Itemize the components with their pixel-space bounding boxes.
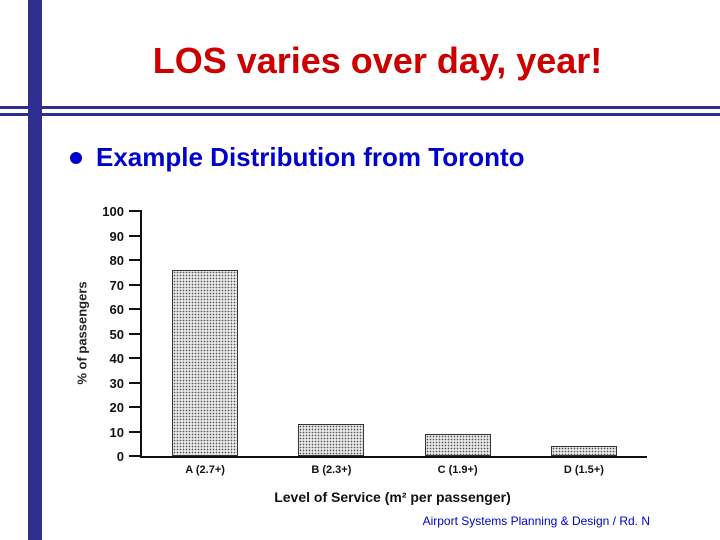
y-axis-tick: [129, 283, 142, 286]
y-axis-tick: [129, 308, 142, 310]
y-axis-tick: [129, 381, 142, 384]
y-axis-tick-label: 50: [109, 326, 124, 342]
bullet-item: Example Distribution from Toronto: [70, 142, 525, 173]
y-axis-tick: [129, 332, 142, 335]
x-axis-tick-label: D (1.5+): [563, 464, 604, 476]
bullet-icon: [70, 151, 82, 164]
y-axis-tick: [129, 357, 142, 359]
y-axis-tick-label: 100: [102, 204, 124, 219]
slide-title: LOS varies over day, year!: [152, 40, 603, 81]
x-axis-tick-label: A (2.7+): [185, 464, 225, 476]
y-axis-tick: [129, 406, 142, 408]
bar-chart: % of passengers 0 10 20 30 40 50 60 70 80 90 100 A …: [70, 201, 670, 505]
x-axis-label: Level of Service (m² per passenger): [274, 489, 511, 505]
bar-c: [424, 433, 491, 456]
y-axis-tick: [129, 430, 142, 433]
y-axis-tick-label: 90: [109, 228, 124, 244]
x-axis-tick-label: B (2.3+): [311, 464, 352, 476]
y-axis-tick-label: 10: [109, 424, 124, 440]
y-axis-tick: [129, 210, 142, 212]
y-axis-tick: [129, 259, 142, 261]
y-axis-tick-label: 60: [109, 302, 124, 317]
y-axis-tick-label: 30: [109, 375, 124, 391]
x-axis-tick-label: C (1.9+): [437, 464, 478, 476]
y-axis-tick-label: 80: [109, 253, 124, 268]
plot-area: 0 10 20 30 40 50 60 70 80 90 100 A (2.7+) B (2.3+) C …: [102, 204, 647, 476]
bar-b: [298, 424, 365, 456]
y-axis-tick: [129, 234, 142, 237]
title-divider: [0, 106, 720, 116]
y-axis-tick-label: 40: [109, 351, 124, 366]
left-accent-bar: [28, 0, 42, 540]
y-axis-label: % of passengers: [74, 281, 90, 385]
bar-a: [172, 269, 239, 456]
footer-credit: Airport Systems Planning & Design / Rd. …: [422, 514, 650, 528]
y-axis-tick-label: 0: [116, 449, 124, 464]
y-axis-tick: [129, 455, 142, 457]
bar-d: [550, 446, 617, 456]
bullet-text: Example Distribution from Toronto: [96, 142, 525, 172]
y-axis-tick-label: 20: [109, 400, 124, 415]
y-axis-tick-label: 70: [109, 277, 124, 293]
